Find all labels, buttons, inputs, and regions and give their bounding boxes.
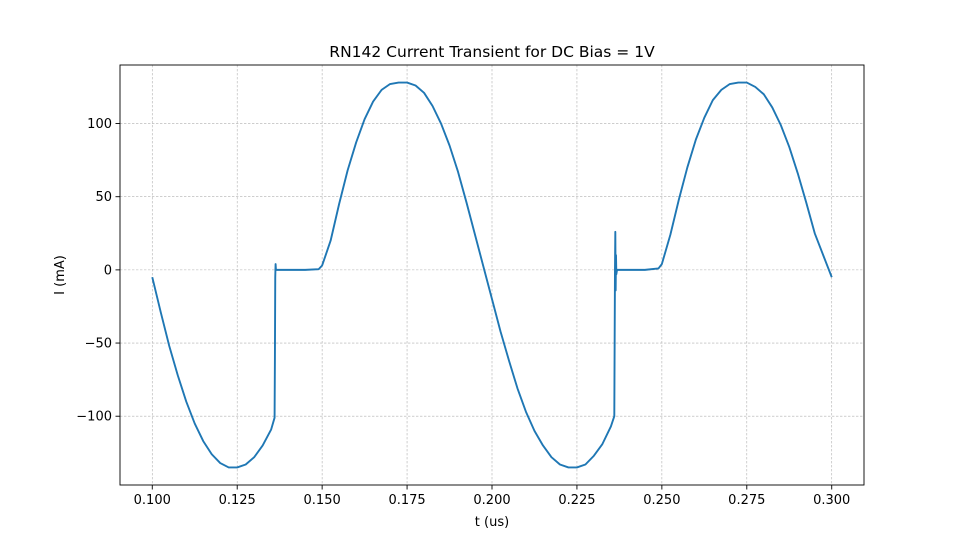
y-tick-label-4: 100 (87, 117, 112, 132)
y-axis-label: I (mA) (53, 255, 68, 295)
grid-lines (120, 65, 864, 485)
x-tick-label-0: 0.100 (134, 493, 171, 508)
x-tick-label-8: 0.300 (813, 493, 850, 508)
x-tick-label-2: 0.150 (304, 493, 341, 508)
x-tick-label-6: 0.250 (643, 493, 680, 508)
x-tick-label-4: 0.200 (473, 493, 510, 508)
x-tick-label-3: 0.175 (388, 493, 425, 508)
y-tick-label-3: 50 (95, 190, 112, 205)
x-tick-label-7: 0.275 (728, 493, 765, 508)
chart-title: RN142 Current Transient for DC Bias = 1V (329, 43, 655, 61)
x-tick-label-1: 0.125 (219, 493, 256, 508)
axis-ticks: 0.100 0.125 0.150 0.175 0.200 0.225 0.250 0.275… (76, 117, 850, 508)
x-axis-label: t (us) (475, 515, 509, 530)
y-tick-label-2: 0 (104, 263, 112, 278)
series-line (151, 81, 833, 469)
y-tick-label-0: −100 (76, 410, 112, 425)
x-tick-label-5: 0.225 (558, 493, 595, 508)
y-tick-label-1: −50 (85, 337, 112, 352)
